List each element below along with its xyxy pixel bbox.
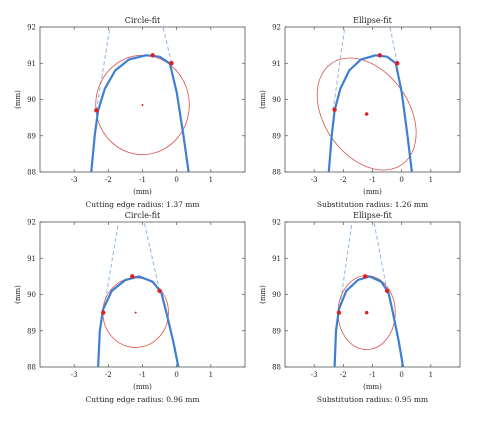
y-axis-label: (mm) [259, 90, 267, 109]
y-tick-label: 88 [272, 364, 281, 372]
x-tick-label: -3 [311, 371, 318, 379]
tangent-line [373, 222, 388, 291]
y-tick-label: 90 [272, 291, 281, 299]
center-point [364, 310, 369, 315]
x-tick-label: 0 [174, 371, 178, 379]
chart-panel-4: -3 -2 -1 0 1 88 89 90 91 92 Ellipse-fit (mm) (mm) Sub… [259, 211, 461, 404]
fit-point [363, 274, 368, 279]
profile-curve [327, 54, 413, 172]
profile-curve [96, 275, 180, 367]
x-tick-label: 1 [429, 371, 433, 379]
x-tick-label: -3 [71, 176, 78, 184]
plot-area [90, 27, 190, 172]
x-axis-label: (mm) [363, 383, 382, 391]
chart-caption: Cutting edge radius: 1.37 mm [85, 200, 199, 209]
fit-point [169, 61, 174, 66]
y-tick-label: 91 [27, 255, 36, 263]
plot-frame [39, 221, 246, 368]
x-tick-label: -1 [369, 371, 376, 379]
y-axis-label: (mm) [14, 285, 22, 304]
y-tick-label: 88 [27, 169, 36, 177]
fit-point [150, 53, 155, 58]
tangent-line [143, 222, 161, 291]
center-point [134, 311, 137, 314]
chart-panel-2: -3 -2 -1 0 1 88 89 90 91 92 Ellipse-fit (mm) (mm) Sub… [259, 16, 461, 209]
chart-title: Circle-fit [125, 16, 161, 25]
fit-point [384, 288, 390, 294]
center-point [364, 112, 369, 116]
fit-point [377, 53, 382, 58]
x-tick-label: -2 [340, 371, 347, 379]
plot-frame [284, 221, 461, 368]
x-tick-label: 0 [399, 371, 403, 379]
y-tick-label: 91 [272, 255, 281, 263]
y-tick-label: 88 [272, 169, 281, 177]
x-tick-label: -3 [71, 371, 78, 379]
chart-caption: Substitution radius: 1.26 mm [317, 200, 428, 209]
y-tick-label: 88 [27, 364, 36, 372]
x-tick-label: -1 [139, 371, 146, 379]
y-tick-label: 90 [272, 96, 281, 104]
center-point [141, 103, 144, 106]
x-tick-label: -2 [105, 371, 112, 379]
x-axis-label: (mm) [363, 188, 382, 196]
plot-area [96, 222, 180, 367]
y-tick-label: 89 [27, 327, 36, 335]
y-tick-label: 91 [27, 60, 36, 68]
x-axis-label: (mm) [133, 383, 152, 391]
chart-panel-3: -3 -2 -1 0 1 88 89 90 91 92 Circle-fit (mm) (mm) Cutt… [14, 211, 246, 404]
fit-point [332, 107, 337, 112]
fit-point [94, 108, 99, 113]
fit-point [130, 274, 135, 279]
y-tick-label: 92 [272, 219, 281, 227]
y-tick-label: 89 [27, 132, 36, 140]
plot-area [316, 27, 417, 172]
plot-frame [39, 26, 246, 173]
x-tick-label: 1 [429, 176, 433, 184]
chart-panel-1: -3 -2 -1 0 1 88 89 90 91 92 Circle-fit (mm) (mm) Cutt… [14, 16, 246, 209]
y-tick-label: 90 [27, 291, 36, 299]
x-tick-label: -3 [311, 176, 318, 184]
x-tick-label: 1 [209, 371, 213, 379]
y-tick-label: 92 [27, 24, 36, 32]
profile-curve [90, 54, 190, 172]
y-axis-label: (mm) [259, 285, 267, 304]
y-tick-label: 89 [272, 327, 281, 335]
y-tick-label: 89 [272, 132, 281, 140]
fit-point [101, 310, 106, 315]
tangent-line [162, 27, 173, 64]
y-tick-label: 91 [272, 60, 281, 68]
chart-title: Ellipse-fit [353, 211, 393, 220]
y-tick-label: 92 [27, 219, 36, 227]
y-axis-label: (mm) [14, 90, 22, 109]
y-tick-label: 90 [27, 96, 36, 104]
fit-point [157, 288, 162, 294]
x-tick-label: -1 [139, 176, 146, 184]
chart-title: Ellipse-fit [353, 16, 393, 25]
y-tick-label: 92 [272, 24, 281, 32]
plot-frame [284, 26, 461, 173]
x-tick-label: -2 [340, 176, 347, 184]
fit-point [336, 310, 342, 315]
tangent-line [332, 27, 346, 111]
tangent-line [95, 27, 111, 111]
tangent-line [338, 222, 353, 313]
x-tick-label: -2 [105, 176, 112, 184]
chart-caption: Substitution radius: 0.95 mm [317, 395, 428, 404]
x-tick-label: 0 [174, 176, 178, 184]
x-tick-label: 1 [209, 176, 213, 184]
x-tick-label: 0 [399, 176, 403, 184]
fit-point [395, 61, 400, 66]
chart-caption: Cutting edge radius: 0.96 mm [85, 395, 199, 404]
x-tick-label: -1 [369, 176, 376, 184]
plot-area [333, 222, 405, 367]
profile-curve [333, 275, 405, 367]
tangent-line [389, 27, 398, 64]
chart-title: Circle-fit [125, 211, 161, 220]
x-axis-label: (mm) [133, 188, 152, 196]
